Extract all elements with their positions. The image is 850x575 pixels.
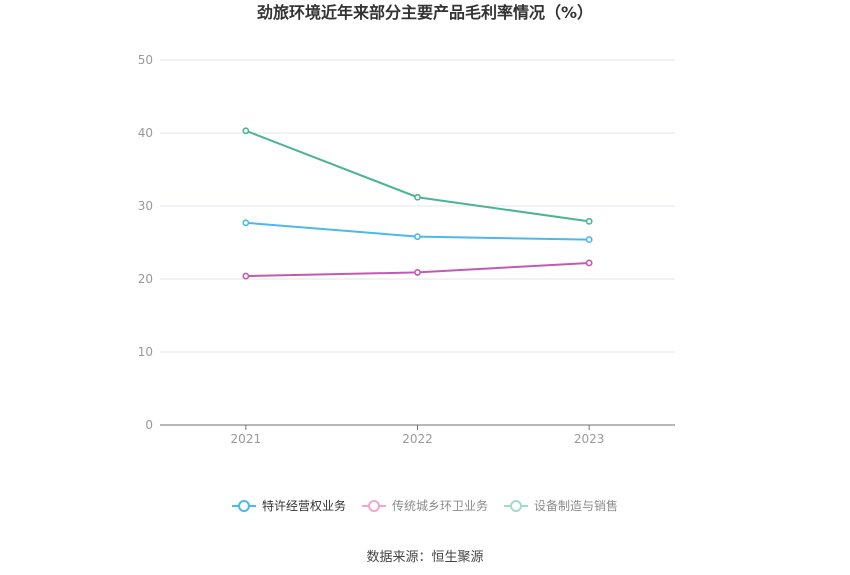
legend-item-2[interactable]: 设备制造与销售 — [504, 497, 618, 514]
y-tick-label: 0 — [145, 418, 153, 432]
y-tick-label: 40 — [138, 126, 153, 140]
y-tick-label: 30 — [138, 199, 153, 213]
y-tick-label: 10 — [138, 345, 153, 359]
chart-legend: 特许经营权业务 传统城乡环卫业务 设备制造与销售 — [0, 497, 850, 514]
series-line-2 — [245, 129, 590, 223]
y-tick-label: 50 — [138, 53, 153, 67]
data-point — [242, 219, 250, 227]
data-point — [414, 269, 421, 276]
legend-item-0[interactable]: 特许经营权业务 — [231, 497, 346, 514]
x-tick-label: 2022 — [402, 432, 433, 446]
data-source-note: 数据来源：恒生聚源 — [366, 550, 484, 565]
data-point — [242, 127, 250, 135]
legend-label: 设备制造与销售 — [534, 499, 619, 513]
x-tick-label: 2021 — [231, 432, 262, 446]
data-point — [242, 272, 250, 280]
y-tick-label: 20 — [138, 272, 153, 286]
data-point — [414, 193, 421, 201]
legend-marker-icon — [231, 499, 256, 512]
legend-marker-icon — [361, 499, 386, 512]
chart-title: 劲旅环境近年来部分主要产品毛利率情况（%） — [256, 3, 594, 22]
data-point — [585, 236, 593, 243]
legend-marker-icon — [504, 499, 528, 512]
data-point — [585, 217, 593, 225]
legend-label: 特许经营权业务 — [261, 499, 346, 513]
data-point — [585, 259, 593, 267]
x-tick-label: 2023 — [574, 432, 605, 446]
legend-item-1[interactable]: 传统城乡环卫业务 — [361, 497, 488, 514]
legend-label: 传统城乡环卫业务 — [391, 499, 488, 513]
data-point — [414, 233, 421, 241]
